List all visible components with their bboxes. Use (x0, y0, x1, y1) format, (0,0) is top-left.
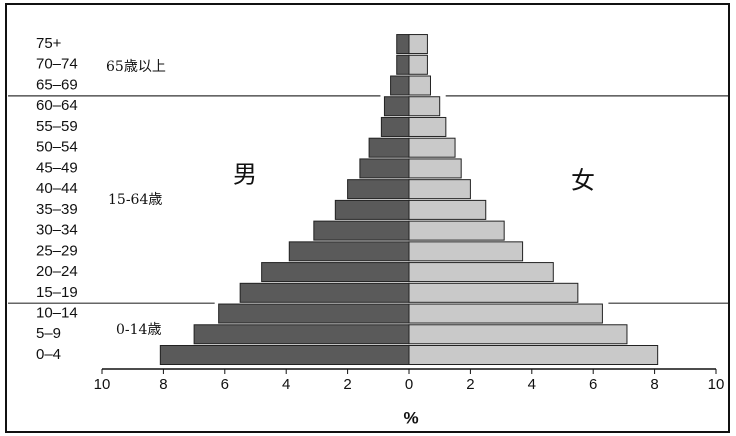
bar (408, 34, 428, 55)
y-tick-label: 5–9 (36, 325, 61, 342)
bar (408, 220, 505, 241)
x-tick-label: 8 (159, 376, 167, 393)
x-tick-label: 4 (528, 376, 536, 393)
bar (380, 116, 410, 137)
series-label: 男 (233, 161, 257, 189)
y-tick-label: 60–64 (36, 97, 78, 114)
bar (218, 303, 410, 324)
bar (396, 34, 410, 55)
bar (408, 137, 456, 158)
bar (408, 303, 603, 324)
bar (390, 75, 410, 96)
x-tick-label: 6 (589, 376, 597, 393)
bar (368, 137, 410, 158)
y-tick-label: 35–39 (36, 201, 78, 218)
bar (288, 241, 410, 262)
bar (408, 75, 431, 96)
x-tick-label: 8 (650, 376, 658, 393)
y-tick-label: 70–74 (36, 56, 78, 73)
series-label: 女 (571, 167, 595, 195)
x-axis-label: % (403, 408, 418, 427)
bar (239, 282, 410, 303)
y-tick-label: 10–14 (36, 305, 78, 322)
frame (5, 3, 730, 433)
bar (159, 345, 410, 365)
bar (347, 179, 410, 200)
x-tick-label: 2 (343, 376, 351, 393)
bar (408, 179, 471, 200)
x-tick-label: 4 (282, 376, 290, 393)
bar (261, 262, 410, 283)
bar (408, 241, 524, 262)
bar (408, 96, 441, 117)
y-tick-label: 20–24 (36, 263, 78, 280)
bar (408, 116, 447, 137)
x-tick-label: 10 (708, 376, 725, 393)
y-tick-label: 50–54 (36, 139, 78, 156)
y-tick-label: 55–59 (36, 118, 78, 135)
bar (408, 345, 659, 365)
y-tick-label: 65–69 (36, 76, 78, 93)
y-tick-label: 45–49 (36, 159, 78, 176)
bar (408, 158, 462, 179)
bar (408, 324, 628, 345)
bar (408, 282, 579, 303)
x-tick-label: 0 (405, 376, 413, 393)
x-tick-label: 2 (466, 376, 474, 393)
annotation: 65歳以上 (106, 59, 166, 75)
bar (408, 262, 554, 283)
x-tick-label: 10 (94, 376, 111, 393)
annotation: 15-64歳 (108, 192, 162, 208)
bar (359, 158, 410, 179)
bar (193, 324, 410, 345)
bar (396, 54, 410, 75)
bar (313, 220, 410, 241)
bar (408, 199, 487, 220)
bar (383, 96, 410, 117)
y-tick-label: 25–29 (36, 242, 78, 259)
x-tick-label: 6 (221, 376, 229, 393)
y-tick-label: 30–34 (36, 222, 78, 239)
bar (408, 54, 428, 75)
y-tick-label: 0–4 (36, 346, 61, 363)
annotation: 0-14歳 (116, 322, 161, 338)
y-tick-label: 15–19 (36, 284, 78, 301)
y-tick-label: 40–44 (36, 180, 78, 197)
bar (334, 199, 410, 220)
y-tick-label: 75+ (36, 35, 62, 52)
